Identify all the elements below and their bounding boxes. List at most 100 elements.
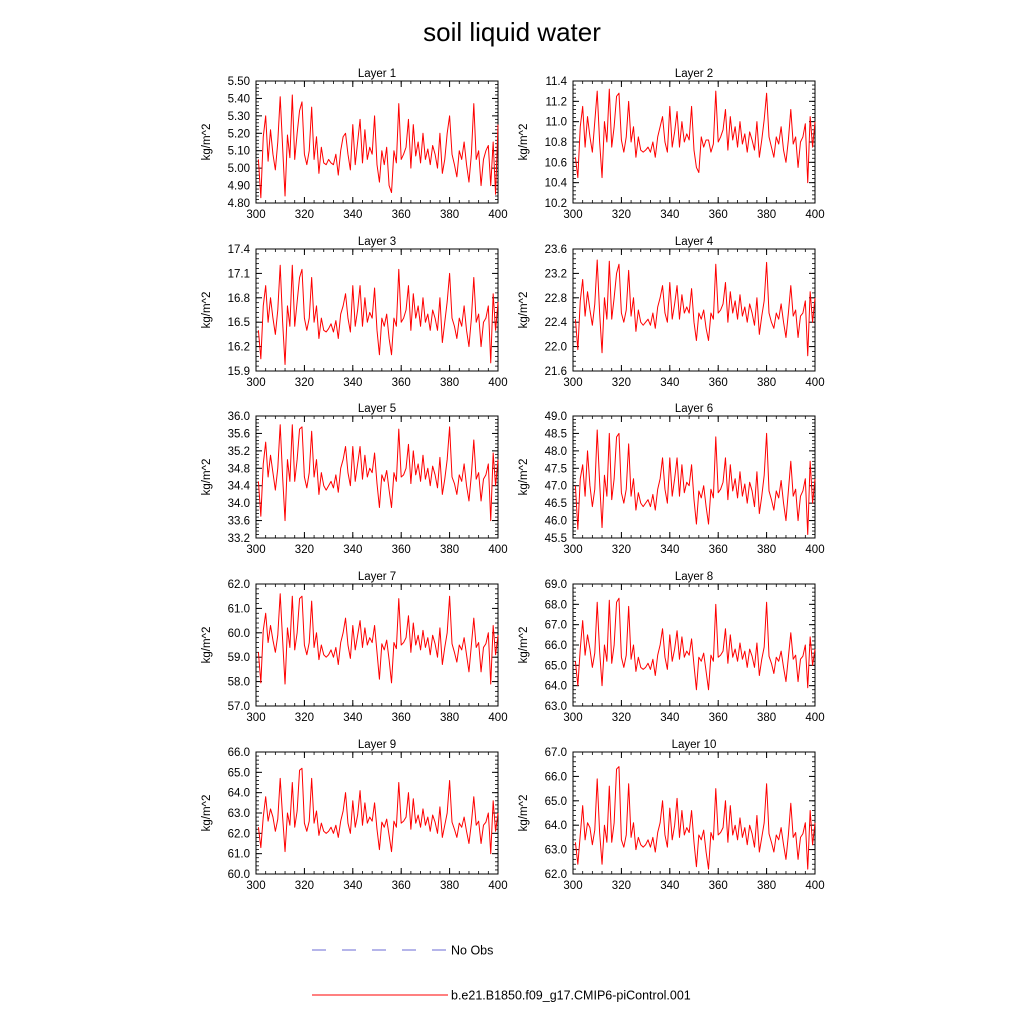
- y-tick-label: 63.0: [545, 845, 567, 857]
- x-tick-label: 300: [563, 377, 582, 389]
- panel-title: Layer 2: [675, 68, 713, 80]
- y-tick-label: 48.5: [545, 428, 567, 440]
- y-tick-label: 60.0: [228, 869, 250, 881]
- y-axis-label: kg/m^2: [201, 795, 213, 832]
- x-tick-label: 320: [295, 377, 314, 389]
- y-tick-label: 59.0: [228, 652, 250, 664]
- y-axis-label: kg/m^2: [201, 124, 213, 161]
- y-tick-label: 35.2: [228, 446, 250, 458]
- y-tick-label: 68.0: [545, 599, 567, 611]
- y-tick-label: 34.4: [228, 481, 251, 493]
- panel-title: Layer 3: [358, 236, 396, 248]
- x-tick-label: 340: [660, 880, 679, 892]
- y-tick-label: 57.0: [228, 701, 250, 713]
- x-tick-label: 360: [709, 377, 728, 389]
- x-tick-label: 380: [757, 712, 776, 724]
- x-tick-label: 380: [757, 880, 776, 892]
- plot-frame: [572, 751, 816, 875]
- y-tick-label: 61.0: [228, 849, 250, 861]
- x-tick-label: 400: [805, 712, 824, 724]
- x-tick-label: 340: [660, 377, 679, 389]
- y-tick-label: 48.0: [545, 446, 567, 458]
- y-tick-label: 5.30: [228, 111, 250, 123]
- chart-panel-9: Layer 9 kg/m^2 300 320 340 360 380 400 60.0 61.0 6…: [201, 739, 508, 892]
- y-tick-label: 5.50: [228, 76, 250, 88]
- y-tick-label: 47.5: [545, 463, 567, 475]
- y-tick-label: 34.0: [228, 498, 250, 510]
- y-tick-label: 16.2: [228, 342, 250, 354]
- y-tick-label: 15.9: [228, 366, 250, 378]
- series-line: [257, 94, 499, 199]
- y-axis-label: kg/m^2: [518, 459, 530, 496]
- y-tick-label: 10.4: [545, 178, 568, 190]
- y-tick-label: 46.5: [545, 498, 567, 510]
- x-tick-label: 340: [343, 377, 362, 389]
- y-tick-label: 45.5: [545, 533, 567, 545]
- y-tick-label: 62.0: [228, 828, 250, 840]
- y-tick-label: 4.90: [228, 181, 250, 193]
- panel-title: Layer 6: [675, 403, 713, 415]
- chart-panel-3: Layer 3 kg/m^2 300 320 340 360 380 400 15.9 16.2 1…: [201, 236, 508, 389]
- y-axis-label: kg/m^2: [518, 124, 530, 161]
- x-tick-label: 300: [563, 880, 582, 892]
- plot-frame: [255, 583, 499, 707]
- y-tick-label: 66.0: [545, 771, 567, 783]
- series-line: [574, 429, 816, 536]
- plot-frame: [255, 248, 499, 372]
- x-tick-label: 380: [757, 377, 776, 389]
- plot-frame: [255, 751, 499, 875]
- y-tick-label: 16.8: [228, 293, 250, 305]
- x-tick-label: 380: [757, 209, 776, 221]
- y-tick-label: 62.0: [228, 579, 250, 591]
- x-tick-label: 400: [488, 209, 507, 221]
- panel-title: Layer 9: [358, 739, 396, 751]
- x-tick-label: 320: [295, 712, 314, 724]
- x-tick-label: 300: [246, 209, 265, 221]
- x-tick-label: 360: [392, 712, 411, 724]
- plot-frame: [572, 415, 816, 539]
- x-tick-label: 400: [805, 377, 824, 389]
- x-tick-label: 340: [343, 712, 362, 724]
- x-tick-label: 300: [246, 712, 265, 724]
- y-tick-label: 11.4: [545, 76, 567, 88]
- x-tick-label: 360: [392, 880, 411, 892]
- y-tick-label: 23.2: [545, 268, 567, 280]
- y-tick-label: 65.0: [545, 660, 567, 672]
- figure-title: soil liquid water: [423, 17, 601, 47]
- y-tick-label: 58.0: [228, 677, 250, 689]
- x-tick-label: 340: [660, 544, 679, 556]
- y-tick-label: 5.10: [228, 146, 250, 158]
- x-tick-label: 360: [392, 544, 411, 556]
- x-tick-label: 360: [709, 712, 728, 724]
- series-line: [257, 424, 499, 522]
- panel-title: Layer 1: [358, 68, 396, 80]
- x-tick-label: 400: [805, 880, 824, 892]
- y-tick-label: 65.0: [228, 767, 250, 779]
- x-tick-label: 320: [295, 209, 314, 221]
- x-tick-label: 320: [295, 544, 314, 556]
- y-tick-label: 63.0: [545, 701, 567, 713]
- series-line: [257, 264, 499, 365]
- x-tick-label: 320: [612, 712, 631, 724]
- y-tick-label: 5.00: [228, 163, 250, 175]
- panel-title: Layer 10: [672, 739, 717, 751]
- y-tick-label: 47.0: [545, 481, 567, 493]
- x-tick-label: 300: [246, 377, 265, 389]
- y-tick-label: 5.40: [228, 93, 250, 105]
- x-tick-label: 400: [488, 712, 507, 724]
- y-tick-label: 4.80: [228, 198, 250, 210]
- x-tick-label: 300: [246, 880, 265, 892]
- x-tick-label: 320: [295, 880, 314, 892]
- y-tick-label: 17.4: [228, 244, 251, 256]
- x-tick-label: 360: [709, 209, 728, 221]
- y-tick-label: 10.6: [545, 157, 567, 169]
- y-tick-label: 33.6: [228, 516, 250, 528]
- x-tick-label: 320: [612, 209, 631, 221]
- x-tick-label: 400: [488, 377, 507, 389]
- y-axis-label: kg/m^2: [201, 292, 213, 329]
- series-line: [574, 259, 816, 357]
- plot-frame: [572, 248, 816, 372]
- x-tick-label: 380: [440, 377, 459, 389]
- series-line: [257, 593, 499, 685]
- y-tick-label: 34.8: [228, 463, 250, 475]
